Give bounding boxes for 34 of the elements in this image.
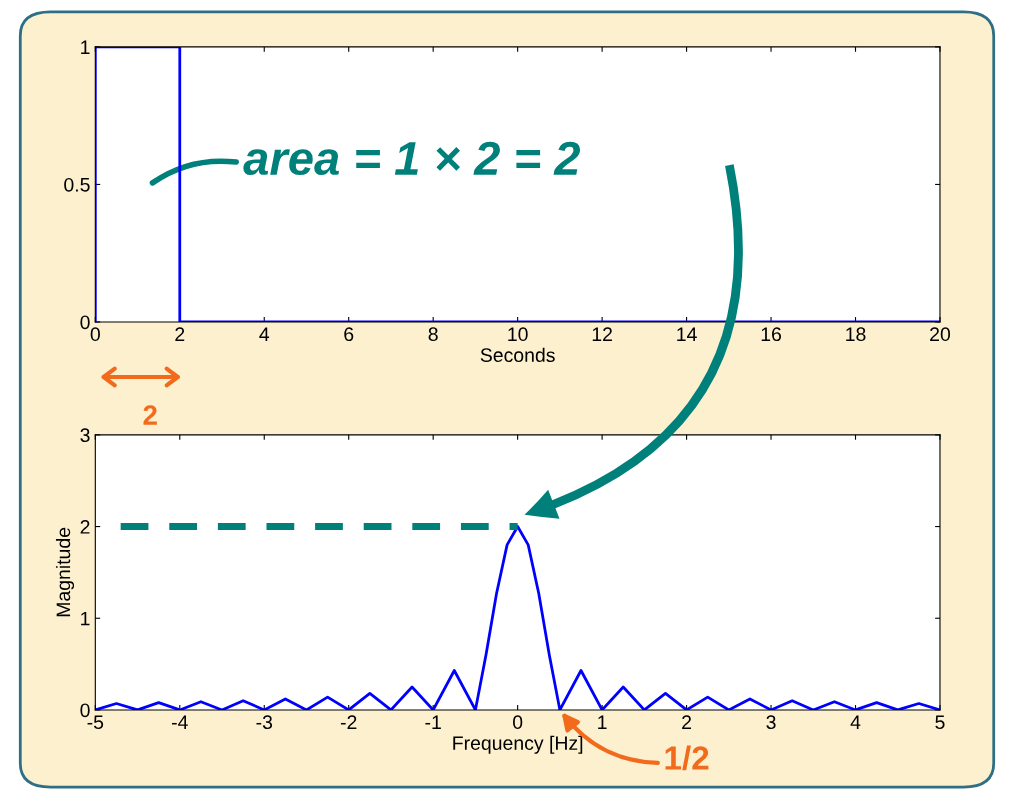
y-tick-label: 0 [80, 703, 90, 718]
y-tick-label: 3 [80, 428, 90, 443]
y-axis-title: Magnitude [55, 527, 75, 617]
x-tick-label: -4 [172, 715, 188, 729]
y-tick-label: 1 [81, 40, 90, 54]
x-tick-label: 2 [175, 327, 185, 341]
y-tick-label: 2 [80, 520, 90, 534]
annotation: 1/2 [665, 745, 709, 771]
x-tick-label: 6 [344, 327, 354, 342]
x-tick-label: 18 [846, 327, 866, 342]
x-tick-label: -1 [425, 715, 441, 729]
x-tick-label: -3 [256, 715, 273, 730]
x-tick-label: -5 [87, 715, 104, 730]
x-tick-label: 3 [766, 715, 776, 730]
text: 2 [143, 405, 157, 425]
x-axis-title: Seconds [480, 347, 555, 363]
x-tick-label: 4 [850, 715, 861, 729]
y-tick-label: 0 [80, 315, 90, 330]
x-tick-label: 16 [761, 327, 782, 342]
x-tick-label: 2 [682, 715, 692, 729]
y-tick-label: 1 [81, 611, 90, 626]
annotation: area = 1 × 2 = 2 [243, 141, 581, 176]
x-axis-title: Frequency [Hz] [453, 735, 583, 754]
x-tick-label: -2 [340, 715, 357, 729]
x-tick-label: 14 [677, 327, 697, 341]
x-tick-label: 8 [428, 327, 438, 342]
x-tick-label: 1 [598, 715, 607, 729]
x-tick-label: 5 [935, 715, 945, 730]
x-tick-label: 4 [259, 327, 270, 341]
x-tick-label: 10 [508, 327, 528, 342]
y-tick-label: 0.5 [64, 177, 90, 192]
x-tick-label: 20 [930, 327, 951, 342]
x-tick-label: 12 [592, 327, 612, 341]
x-tick-label: 0 [513, 715, 523, 730]
